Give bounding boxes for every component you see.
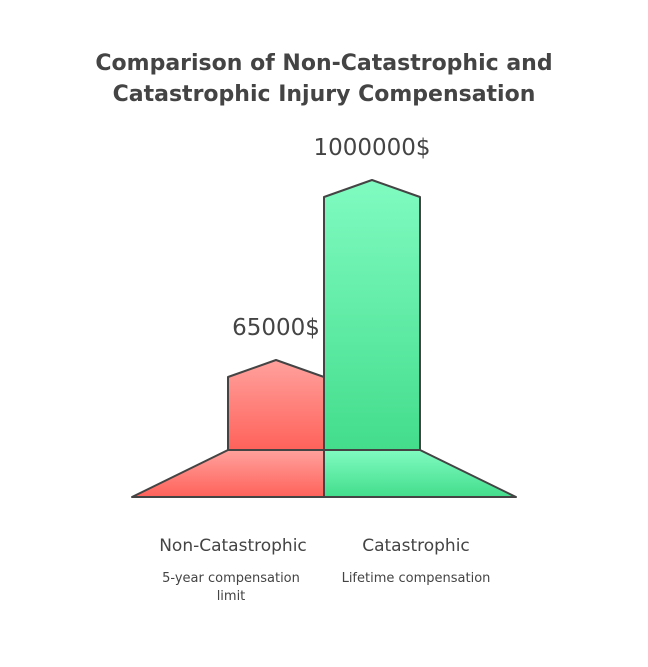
- base-non-catastrophic: [131, 449, 325, 498]
- chart-title-line-1: Comparison of Non-Catastrophic and: [95, 51, 553, 76]
- bar-non-catastrophic: [227, 359, 325, 451]
- category-label-non-catastrophic: Non-Catastrophic: [159, 536, 307, 556]
- chart-title: Comparison of Non-Catastrophic and Catas…: [0, 48, 648, 110]
- description-non-catastrophic: 5-year compensation limit: [162, 571, 300, 604]
- category-label-catastrophic: Catastrophic: [362, 536, 470, 556]
- value-label-non-catastrophic: 65000$: [232, 315, 320, 341]
- value-label-catastrophic: 1000000$: [313, 135, 430, 161]
- base-catastrophic: [323, 449, 517, 498]
- description-catastrophic: Lifetime compensation: [341, 571, 491, 586]
- chart-title-line-2: Catastrophic Injury Compensation: [112, 82, 536, 107]
- bar-catastrophic: [323, 179, 421, 451]
